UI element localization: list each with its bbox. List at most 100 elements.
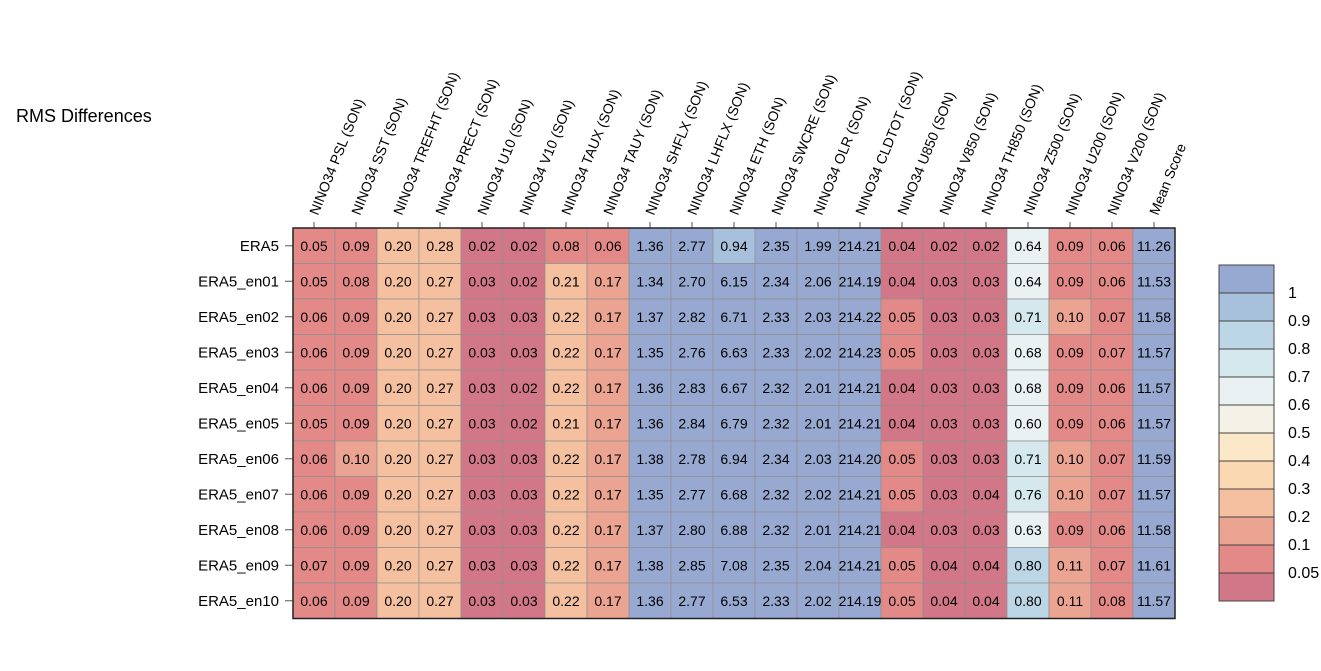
cell-value: 0.07 [300, 557, 327, 573]
colorbar-label: 0.8 [1288, 341, 1310, 358]
cell-value: 0.02 [510, 380, 537, 396]
heatmap-cell [1090, 298, 1134, 335]
cell-value: 0.11 [1057, 557, 1083, 573]
cell-value: 2.02 [804, 593, 831, 609]
cell-value: 2.33 [762, 309, 789, 325]
cell-value: 2.02 [804, 486, 831, 502]
heatmap-cell [964, 582, 1008, 619]
cell-value: 0.17 [594, 557, 621, 573]
cell-value: 0.22 [552, 486, 579, 502]
heatmap-cell [544, 369, 588, 406]
cell-value: 0.80 [1014, 593, 1041, 609]
cell-value: 0.21 [552, 415, 579, 431]
heatmap-cell [376, 582, 420, 619]
heatmap-cell [628, 263, 672, 300]
heatmap-cell [334, 582, 378, 619]
cell-value: 0.21 [552, 273, 579, 289]
cell-value: 0.06 [1098, 415, 1125, 431]
heatmap-cell [838, 405, 882, 442]
heatmap-cell [754, 440, 798, 477]
row-label: ERA5_en10 [198, 593, 279, 610]
cell-value: 0.06 [300, 344, 327, 360]
cell-value: 0.22 [552, 522, 579, 538]
cell-value: 6.88 [720, 522, 747, 538]
cell-value: 214.19 [839, 273, 882, 289]
cell-value: 2.80 [678, 522, 705, 538]
heatmap-cell [292, 440, 336, 477]
heatmap-cell [796, 440, 840, 477]
heatmap-cell [1090, 405, 1134, 442]
heatmap-cell [670, 547, 714, 584]
heatmap-cell [838, 369, 882, 406]
cell-value: 0.05 [300, 415, 327, 431]
heatmap-cell [670, 476, 714, 513]
cell-value: 0.03 [510, 486, 537, 502]
cell-value: 11.61 [1137, 557, 1171, 573]
cell-value: 2.77 [678, 486, 705, 502]
heatmap-cell [670, 582, 714, 619]
colorbar-segment [1219, 405, 1274, 433]
cell-value: 0.20 [384, 344, 411, 360]
cell-value: 2.01 [804, 415, 831, 431]
cell-value: 0.07 [1098, 309, 1125, 325]
heatmap-cell [502, 582, 546, 619]
heatmap-cell [1006, 298, 1050, 335]
heatmap-cell [796, 582, 840, 619]
cell-value: 2.78 [678, 451, 705, 467]
heatmap-cell [502, 476, 546, 513]
cell-value: 11.53 [1137, 273, 1171, 289]
heatmap-cells: 0.05 0.09 0.20 0.28 0.02 0.02 0.08 0.06 1.36 2.77… [292, 227, 1176, 619]
cell-value: 0.03 [468, 451, 495, 467]
cell-value: 214.21 [839, 486, 882, 502]
heatmap-cell [922, 511, 966, 548]
cell-value: 6.67 [720, 380, 747, 396]
cell-value: 0.09 [342, 522, 369, 538]
heatmap-cell [502, 440, 546, 477]
row-label: ERA5_en08 [198, 522, 279, 539]
cell-value: 0.09 [1056, 238, 1083, 254]
cell-value: 0.17 [594, 415, 621, 431]
cell-value: 0.04 [930, 593, 957, 609]
cell-value: 0.17 [594, 380, 621, 396]
heatmap-cell [334, 298, 378, 335]
colorbar-label: 0.6 [1288, 397, 1310, 414]
heatmap-cell [586, 440, 630, 477]
cell-value: 1.38 [636, 557, 663, 573]
cell-value: 0.03 [510, 522, 537, 538]
heatmap-cell [628, 405, 672, 442]
row-label: ERA5_en06 [198, 451, 279, 468]
heatmap-cell [964, 334, 1008, 371]
heatmap-cell [796, 476, 840, 513]
heatmap-cell [292, 582, 336, 619]
heatmap-cell [754, 369, 798, 406]
cell-value: 0.17 [594, 344, 621, 360]
cell-value: 0.03 [510, 557, 537, 573]
cell-value: 0.03 [468, 486, 495, 502]
cell-value: 2.01 [804, 380, 831, 396]
cell-value: 0.03 [930, 486, 957, 502]
cell-value: 0.04 [972, 593, 999, 609]
cell-value: 214.20 [839, 451, 882, 467]
cell-value: 0.10 [1056, 451, 1083, 467]
cell-value: 0.27 [426, 309, 453, 325]
colorbar-label: 0.9 [1288, 313, 1310, 330]
heatmap-cell [586, 227, 630, 264]
cell-value: 0.27 [426, 273, 453, 289]
cell-value: 214.23 [839, 344, 882, 360]
cell-value: 0.09 [342, 557, 369, 573]
heatmap-cell [376, 298, 420, 335]
heatmap-cell [712, 476, 756, 513]
cell-value: 2.33 [762, 593, 789, 609]
cell-value: 2.84 [678, 415, 705, 431]
cell-value: 0.03 [972, 344, 999, 360]
heatmap-cell [796, 334, 840, 371]
cell-value: 11.57 [1137, 380, 1171, 396]
cell-value: 0.17 [594, 486, 621, 502]
cell-value: 11.58 [1137, 522, 1171, 538]
cell-value: 0.07 [1098, 486, 1125, 502]
heatmap-cell [418, 476, 462, 513]
heatmap-cell [628, 511, 672, 548]
heatmap-cell [670, 263, 714, 300]
cell-value: 0.06 [1098, 273, 1125, 289]
cell-value: 0.03 [972, 380, 999, 396]
